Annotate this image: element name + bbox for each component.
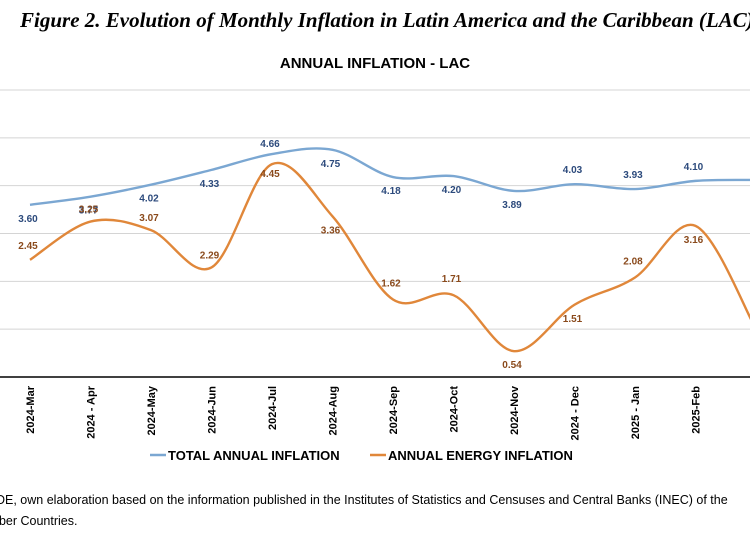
x-tick-label: 2024-Oct bbox=[449, 386, 461, 433]
energy-data-label: 3.16 bbox=[684, 235, 704, 246]
total-data-label: 4.33 bbox=[200, 179, 220, 190]
x-tick-label: 2024-Jun bbox=[207, 386, 219, 434]
legend-label: TOTAL ANNUAL INFLATION bbox=[168, 448, 340, 463]
source-line-1: DE, own elaboration based on the informa… bbox=[0, 493, 728, 507]
source-line-2: nber Countries. bbox=[0, 514, 78, 528]
energy-data-label: 0.54 bbox=[502, 360, 522, 371]
legend-item-total: TOTAL ANNUAL INFLATION bbox=[150, 448, 340, 463]
total-data-label: 3.60 bbox=[18, 214, 38, 225]
energy-data-label: 1.62 bbox=[381, 279, 401, 290]
annual-inflation-line-chart: 2024-Mar 2024 - Apr 2024-May 2024-Jun 2024-J… bbox=[0, 89, 750, 463]
total-data-label: 4.18 bbox=[381, 186, 401, 197]
x-tick-label: 2024-Nov bbox=[509, 385, 521, 435]
energy-data-label: 4.45 bbox=[260, 169, 280, 180]
x-tick-label: 2025 - Jan bbox=[630, 386, 642, 439]
legend-item-energy: ANNUAL ENERGY INFLATION bbox=[370, 448, 573, 463]
x-tick-label: 2024-Sep bbox=[388, 386, 400, 435]
energy-data-label: 3.36 bbox=[321, 225, 341, 236]
x-tick-label: 2024-May bbox=[146, 385, 158, 435]
energy-data-label: 1.71 bbox=[442, 274, 462, 285]
total-data-label: 4.10 bbox=[684, 162, 704, 173]
total-data-label: 3.77 bbox=[79, 206, 99, 217]
figure-title: Figure 2. Evolution of Monthly Inflation… bbox=[20, 8, 750, 32]
total-data-label: 3.89 bbox=[502, 200, 522, 211]
chart-title: ANNUAL INFLATION - LAC bbox=[279, 55, 471, 72]
total-data-label: 3.93 bbox=[623, 170, 643, 181]
x-tick-label: 2024-Aug bbox=[328, 386, 340, 436]
total-inflation-line bbox=[29, 147, 750, 206]
total-data-label: 4.02 bbox=[139, 194, 159, 205]
energy-data-label: 3.07 bbox=[139, 213, 159, 224]
energy-data-label: 2.45 bbox=[18, 241, 38, 252]
x-tick-label: 2024-Jul bbox=[267, 386, 279, 430]
x-axis: 2024-Mar 2024 - Apr 2024-May 2024-Jun 2024-J… bbox=[0, 376, 750, 440]
energy-data-label: 2.08 bbox=[623, 257, 643, 268]
total-data-label: 4.66 bbox=[260, 139, 280, 150]
source-note: DE, own elaboration based on the informa… bbox=[0, 490, 750, 532]
energy-inflation-line bbox=[29, 161, 750, 353]
total-data-label: 4.03 bbox=[563, 165, 583, 176]
x-tick-label: 2024-Mar bbox=[25, 385, 37, 433]
legend: TOTAL ANNUAL INFLATION ANNUAL ENERGY INFL… bbox=[150, 448, 573, 463]
legend-label: ANNUAL ENERGY INFLATION bbox=[388, 448, 573, 463]
total-data-label: 4.75 bbox=[321, 159, 341, 170]
energy-data-label: 3.25 bbox=[79, 205, 99, 216]
total-data-label: 4.20 bbox=[442, 185, 462, 196]
x-tick-label: 2025-Feb bbox=[691, 386, 703, 434]
x-tick-label: 2024 - Apr bbox=[86, 385, 98, 439]
series-lines bbox=[29, 147, 750, 353]
energy-data-label: 2.29 bbox=[200, 250, 220, 261]
x-tick-label: 2024 - Dec bbox=[570, 386, 582, 440]
gridlines bbox=[0, 89, 750, 330]
energy-data-label: 1.51 bbox=[563, 314, 583, 325]
data-labels: 3.60 3.77 4.02 4.33 4.66 4.75 4.18 4.20 3.89 4.03… bbox=[18, 139, 750, 371]
